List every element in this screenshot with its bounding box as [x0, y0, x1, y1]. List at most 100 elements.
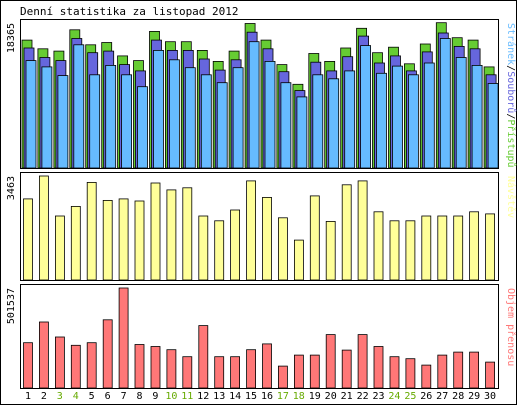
bar-strnek — [360, 45, 372, 169]
panel-transfer: 501537 Objem přenosu — [6, 284, 517, 389]
bar-transfer — [485, 361, 496, 389]
bar-visits — [437, 215, 448, 281]
x-tick-label: 18 — [293, 391, 305, 402]
bar-strnek — [121, 74, 132, 169]
bar-strnek — [296, 96, 308, 169]
bar-visits — [230, 209, 241, 281]
bar-transfer — [70, 344, 81, 389]
bar-transfer — [389, 356, 400, 389]
bar-visits — [166, 189, 177, 281]
bar-strnek — [73, 44, 85, 169]
bar-visits — [262, 196, 272, 281]
x-tick-label: 11 — [181, 391, 193, 402]
bar-strnek — [328, 78, 340, 169]
bar-visits — [325, 220, 336, 281]
bar-transfer — [293, 354, 304, 389]
bar-transfer — [421, 364, 432, 389]
bar-transfer — [150, 346, 161, 389]
bar-strnek — [312, 74, 324, 169]
bar-strnek — [216, 82, 228, 169]
bar-strnek — [200, 74, 212, 169]
bar-visits — [309, 195, 320, 281]
axis-max-label: 18365 — [6, 23, 17, 53]
x-tick-label: 23 — [372, 391, 384, 402]
bar-visits — [86, 181, 97, 281]
bar-transfer — [182, 356, 193, 389]
bar-visits — [182, 187, 193, 281]
legend-item: Stránek — [505, 23, 517, 65]
bar-transfer — [39, 321, 49, 389]
bar-transfer — [341, 349, 352, 389]
bar-visits — [118, 198, 129, 281]
x-tick-label: 19 — [309, 391, 321, 402]
legend: Návštěv — [505, 176, 517, 218]
bar-visits — [405, 220, 416, 281]
x-tick-label: 24 — [388, 391, 400, 402]
bar-transfer — [198, 325, 209, 389]
bar-transfer — [230, 356, 241, 389]
bar-visits — [389, 220, 400, 281]
bar-transfer — [102, 319, 113, 389]
bar-visits — [198, 215, 209, 281]
bar-strnek — [439, 38, 451, 169]
bar-visits — [469, 211, 480, 281]
x-tick-label: 30 — [484, 391, 496, 402]
bar-transfer — [453, 351, 464, 389]
bar-visits — [70, 205, 81, 281]
bar-visits — [277, 217, 288, 281]
bar-strnek — [264, 61, 276, 169]
x-tick-label: 4 — [73, 391, 79, 402]
bar-strnek — [25, 60, 37, 169]
chart-title: Denní statistika za listopad 2012 — [20, 5, 239, 18]
bar-visits — [357, 180, 368, 281]
bar-transfer — [134, 344, 145, 389]
bar-strnek — [137, 86, 148, 169]
bar-strnek — [41, 66, 53, 169]
panel-frame — [20, 284, 499, 389]
bar-transfer — [214, 356, 225, 389]
x-tick-label: 9 — [152, 391, 158, 402]
bar-transfer — [118, 287, 129, 389]
panel-visits: 3463 Návštěv — [6, 172, 517, 281]
bar-transfer — [405, 358, 416, 389]
bar-transfer — [262, 343, 272, 389]
x-tick-label: 21 — [341, 391, 353, 402]
bar-visits — [214, 220, 225, 281]
bar-transfer — [373, 346, 384, 389]
bar-strnek — [487, 83, 499, 169]
bar-transfer — [246, 349, 257, 389]
axis-max-label: 501537 — [6, 288, 17, 324]
bar-transfer — [325, 334, 336, 389]
x-tick-label: 15 — [245, 391, 257, 402]
axis-max-label: 3463 — [6, 176, 17, 200]
x-tick-label: 3 — [57, 391, 63, 402]
bar-visits — [39, 175, 49, 281]
bar-visits — [102, 199, 113, 281]
x-tick-label: 2 — [41, 391, 47, 402]
bar-visits — [341, 184, 352, 281]
x-tick-label: 12 — [197, 391, 209, 402]
bar-transfer — [469, 351, 480, 389]
legend-item: Souborů — [505, 71, 517, 113]
bar-transfer — [23, 342, 33, 389]
bar-visits — [246, 180, 257, 281]
x-tick-label: 28 — [452, 391, 464, 402]
bar-strnek — [407, 74, 419, 169]
bar-strnek — [184, 67, 196, 169]
bar-transfer — [309, 354, 320, 389]
bar-transfer — [86, 342, 97, 389]
x-tick-label: 6 — [105, 391, 111, 402]
x-tick-label: 29 — [468, 391, 480, 402]
x-tick-label: 14 — [229, 391, 241, 402]
bar-strnek — [232, 67, 244, 169]
legend-item: / — [505, 113, 516, 119]
x-tick-label: 8 — [136, 391, 142, 402]
x-axis-labels: 1 2 3 4 5 6 7 8 9 10 11 12 13 14 15 16 17 18 19 20 21 22 23 24 2… — [25, 391, 496, 402]
bar-strnek — [423, 62, 435, 169]
bar-strnek — [57, 75, 69, 169]
legend-item: / — [505, 65, 516, 71]
x-tick-label: 7 — [121, 391, 127, 402]
